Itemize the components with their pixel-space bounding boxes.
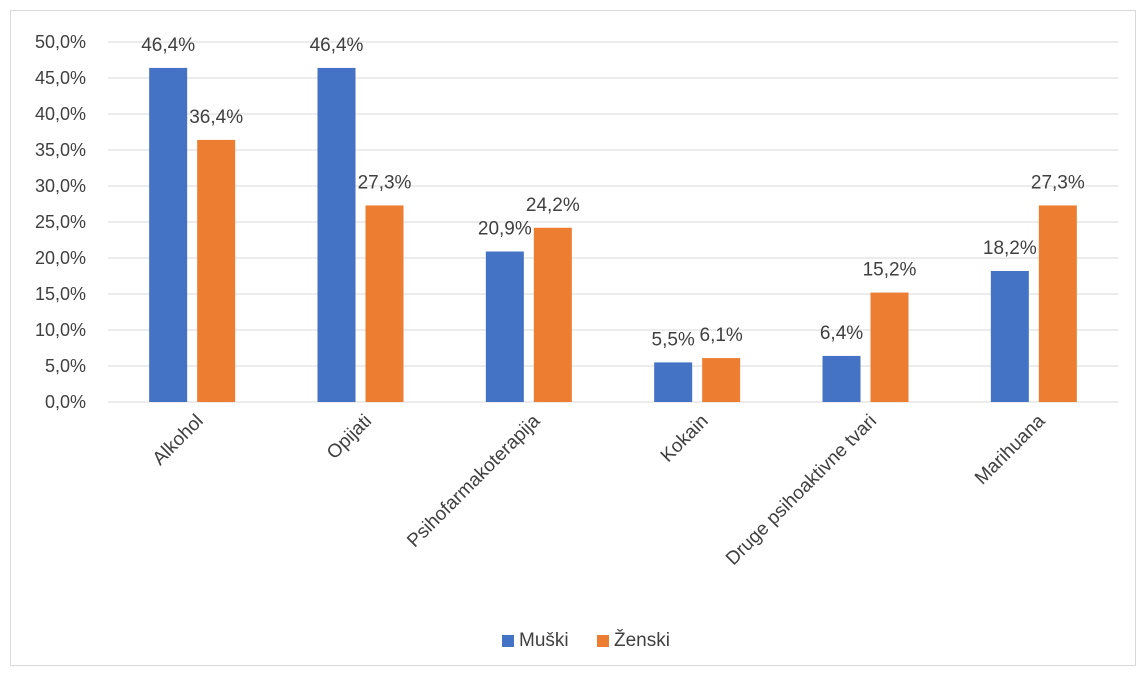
bar-muski bbox=[149, 67, 188, 403]
bar-zenski bbox=[870, 292, 909, 402]
y-tick-label: 45,0% bbox=[35, 68, 86, 88]
data-label: 6,4% bbox=[820, 323, 863, 344]
x-category-label: Psihofarmakoterapija bbox=[403, 410, 544, 551]
bar-zenski bbox=[702, 358, 741, 402]
data-label: 27,3% bbox=[358, 172, 412, 193]
data-label: 20,9% bbox=[478, 219, 532, 240]
data-label: 24,2% bbox=[526, 195, 580, 216]
legend-label: Muški bbox=[519, 630, 569, 651]
legend-swatch bbox=[502, 635, 514, 647]
y-tick-label: 10,0% bbox=[35, 320, 86, 340]
bar-muski bbox=[317, 67, 356, 403]
data-label: 6,1% bbox=[700, 325, 743, 346]
y-tick-label: 40,0% bbox=[35, 104, 86, 124]
y-tick-label: 50,0% bbox=[35, 32, 86, 52]
x-category-label: Kokain bbox=[657, 411, 713, 467]
bar-zenski bbox=[1038, 205, 1077, 402]
y-tick-label: 35,0% bbox=[35, 140, 86, 160]
bar-muski bbox=[990, 270, 1029, 402]
data-label: 15,2% bbox=[863, 260, 917, 281]
data-label: 18,2% bbox=[983, 238, 1037, 259]
x-category-label: Marihuana bbox=[971, 410, 1050, 489]
data-label: 46,4% bbox=[141, 35, 195, 56]
y-tick-label: 0,0% bbox=[45, 392, 86, 412]
bar-zenski bbox=[365, 205, 404, 402]
y-tick-label: 20,0% bbox=[35, 248, 86, 268]
y-tick-label: 30,0% bbox=[35, 176, 86, 196]
bar-muski bbox=[485, 251, 524, 402]
bar-muski bbox=[654, 362, 693, 402]
data-label: 36,4% bbox=[189, 107, 243, 128]
legend-label: Ženski bbox=[614, 629, 670, 651]
bar-muski bbox=[822, 355, 861, 402]
data-label: 27,3% bbox=[1031, 172, 1085, 193]
x-category-label: Druge psihoaktivne tvari bbox=[722, 411, 881, 570]
data-label: 46,4% bbox=[310, 35, 364, 56]
bar-zenski bbox=[533, 227, 572, 402]
bar-zenski bbox=[197, 139, 236, 403]
x-category-label: Alkohol bbox=[149, 411, 208, 470]
x-category-label: Opijati bbox=[323, 411, 376, 464]
data-label: 5,5% bbox=[652, 329, 695, 350]
y-tick-label: 5,0% bbox=[45, 356, 86, 376]
y-tick-label: 15,0% bbox=[35, 284, 86, 304]
y-tick-label: 25,0% bbox=[35, 212, 86, 232]
legend-swatch bbox=[597, 635, 609, 647]
